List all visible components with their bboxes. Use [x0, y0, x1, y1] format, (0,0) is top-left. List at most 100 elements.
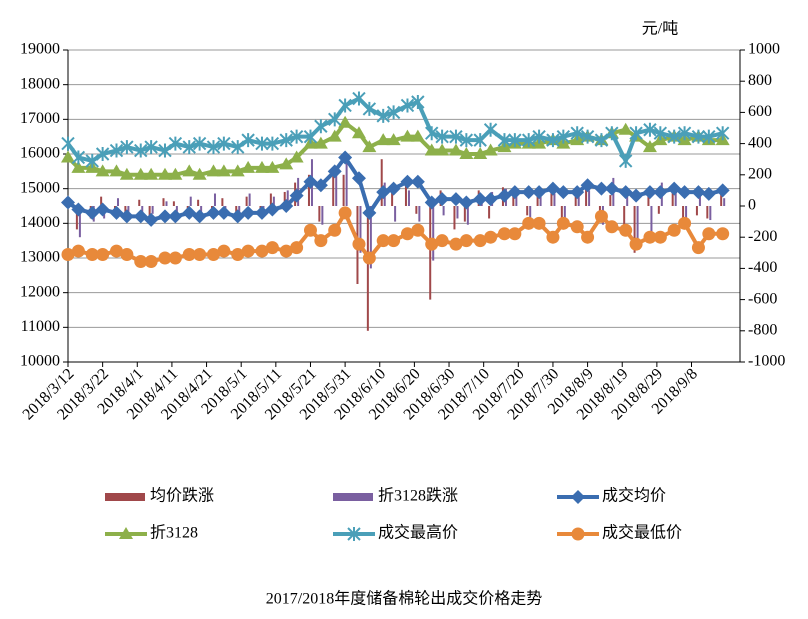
marker	[289, 129, 304, 144]
legend-label: 折3128	[150, 524, 198, 542]
bar	[75, 206, 78, 230]
marker	[473, 147, 488, 159]
marker	[231, 140, 245, 155]
marker	[400, 98, 415, 113]
bar	[189, 196, 192, 206]
marker	[95, 164, 110, 177]
bar	[529, 206, 532, 219]
bar	[213, 193, 216, 206]
bar	[286, 190, 289, 206]
marker	[313, 178, 328, 193]
marker	[133, 167, 148, 180]
marker	[459, 147, 474, 159]
legend-label: 成交最低价	[602, 524, 682, 542]
bar	[366, 206, 369, 331]
marker	[678, 216, 692, 230]
bar	[342, 174, 345, 206]
marker	[605, 220, 619, 234]
marker	[386, 133, 401, 146]
marker	[594, 181, 609, 196]
bar	[674, 190, 677, 206]
marker	[230, 164, 245, 177]
bar	[609, 195, 612, 206]
bar	[647, 190, 650, 206]
bar	[248, 193, 251, 206]
y2-tick-label: -200	[748, 228, 777, 245]
marker	[449, 237, 463, 251]
legend-label: 成交均价	[602, 487, 666, 505]
marker	[556, 185, 571, 200]
marker	[459, 133, 474, 148]
marker	[386, 105, 401, 120]
marker	[570, 220, 584, 234]
marker	[216, 164, 231, 177]
marker	[410, 174, 425, 189]
marker	[387, 234, 401, 248]
marker	[507, 185, 522, 200]
marker	[642, 185, 657, 200]
marker	[206, 205, 221, 220]
bar	[671, 191, 674, 206]
marker	[484, 230, 498, 244]
marker	[435, 143, 450, 156]
marker	[338, 206, 352, 220]
y2-tick-label: 800	[748, 72, 772, 89]
marker	[109, 143, 124, 158]
marker	[61, 150, 75, 163]
marker	[182, 140, 196, 155]
bar	[706, 206, 709, 219]
bar	[238, 206, 241, 216]
marker	[376, 108, 390, 123]
marker	[328, 223, 342, 237]
marker	[581, 230, 595, 244]
marker	[241, 160, 256, 173]
marker	[347, 527, 361, 541]
marker	[71, 160, 86, 173]
marker	[314, 234, 328, 248]
marker	[241, 133, 255, 148]
marker	[217, 136, 231, 151]
marker	[241, 205, 256, 220]
legend-swatch	[333, 493, 373, 501]
y-tick-label: 16000	[20, 145, 60, 162]
bar	[78, 206, 81, 238]
marker	[508, 227, 522, 241]
bar	[165, 201, 168, 206]
bar	[116, 198, 119, 206]
marker	[473, 133, 487, 148]
chart-title: 2017/2018年度储备棉轮出成交价格走势	[266, 590, 542, 608]
marker	[435, 129, 449, 144]
marker	[677, 126, 692, 141]
bar	[418, 206, 421, 222]
legend-swatch	[105, 493, 145, 501]
marker	[193, 248, 207, 262]
bar	[359, 206, 362, 253]
bar	[332, 167, 335, 206]
y2-tick-label: 200	[748, 165, 772, 182]
bar	[488, 206, 491, 219]
bar	[269, 193, 272, 206]
y2-tick-label: -800	[748, 321, 777, 338]
marker	[231, 248, 245, 262]
marker	[376, 133, 391, 146]
y2-tick-label: -600	[748, 290, 777, 307]
marker	[95, 147, 110, 161]
marker	[71, 202, 86, 217]
marker	[386, 181, 401, 196]
marker	[483, 122, 498, 137]
legend-label: 均价跌涨	[150, 487, 214, 505]
bar	[235, 206, 238, 213]
legend-label: 成交最高价	[378, 524, 458, 542]
marker	[483, 192, 498, 207]
marker	[206, 164, 221, 177]
bar	[318, 206, 321, 222]
marker	[425, 126, 439, 141]
marker	[303, 223, 317, 237]
y-tick-label: 14000	[20, 214, 60, 231]
bar	[200, 206, 203, 214]
bar	[577, 193, 580, 206]
marker	[691, 129, 706, 144]
bar	[391, 190, 394, 206]
marker	[96, 248, 110, 262]
